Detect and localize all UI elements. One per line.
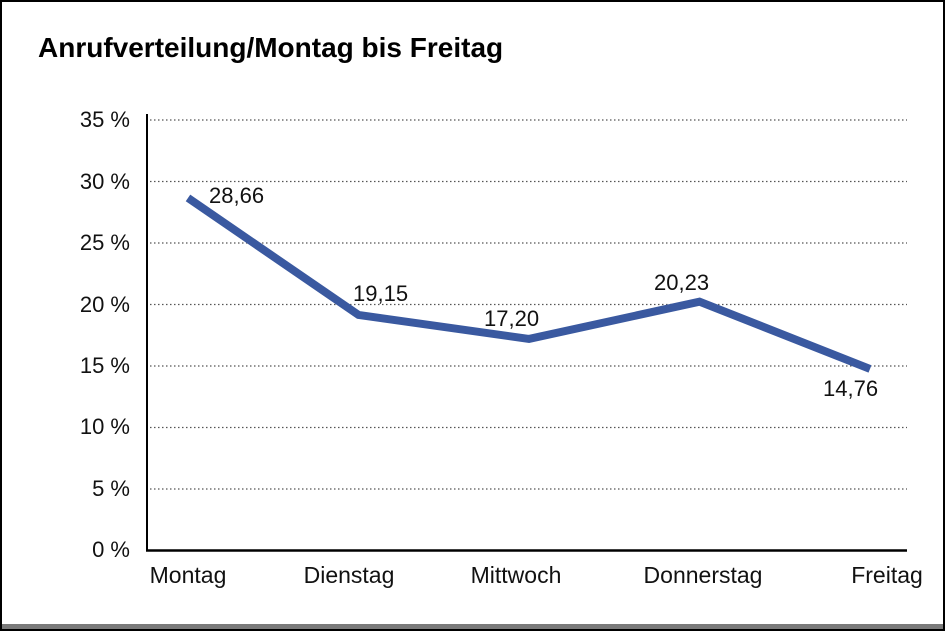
frame-bottom-edge (2, 624, 943, 629)
data-series-line (185, 194, 872, 373)
data-value-label: 17,20 (484, 306, 540, 331)
y-axis-tick-label: 5 % (92, 476, 130, 501)
chart-title: Anrufverteilung/Montag bis Freitag (38, 32, 504, 63)
y-axis-tick-label: 0 % (92, 537, 130, 562)
y-axis-tick-label: 15 % (79, 353, 130, 378)
y-axis-tick-label: 10 % (79, 414, 130, 439)
data-value-label: 19,15 (353, 281, 409, 306)
y-axis-tick-label: 30 % (79, 169, 130, 194)
x-axis-category-label: Mittwoch (470, 562, 562, 588)
y-axis-tick-label: 20 % (79, 292, 130, 317)
x-axis-category-label: Dienstag (303, 562, 395, 588)
x-axis-category-label: Montag (149, 562, 227, 588)
data-value-label: 28,66 (209, 183, 265, 208)
data-value-label: 14,76 (823, 376, 879, 401)
data-value-label: 20,23 (654, 270, 710, 295)
y-axis-tick-label: 25 % (79, 230, 130, 255)
x-axis-category-label: Freitag (851, 562, 923, 588)
y-axis-tick-label: 35 % (79, 107, 130, 132)
x-axis-category-label: Donnerstag (643, 562, 763, 588)
